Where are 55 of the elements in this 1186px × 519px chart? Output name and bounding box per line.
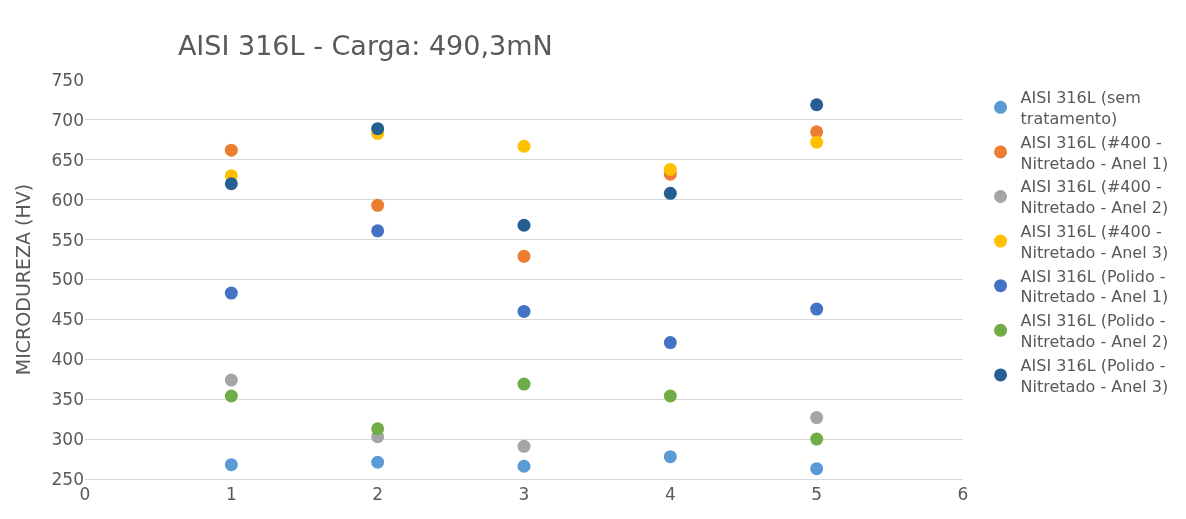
legend-label: AISI 316L (sem tratamento) [1020, 88, 1141, 128]
legend-label: AISI 316L (#400 - Nitretado - Anel 1) [1020, 132, 1169, 173]
y-tick-label: 300 [51, 429, 84, 450]
y-axis-title: MICRODUREZA (HV) [12, 183, 35, 376]
point [517, 249, 531, 263]
point [517, 377, 531, 391]
point [810, 302, 824, 316]
y-tick-label: 400 [51, 349, 84, 370]
x-tick-label: 4 [664, 484, 676, 505]
point [517, 459, 531, 473]
point [517, 218, 531, 232]
x-tick-label: 0 [79, 484, 91, 505]
point [810, 432, 824, 446]
point [517, 439, 531, 453]
x-tick-label: 1 [225, 484, 237, 505]
y-tick-label: 450 [51, 309, 84, 330]
point [663, 336, 677, 350]
point [810, 411, 824, 425]
point [224, 389, 238, 403]
y-tick-label: 550 [51, 229, 84, 250]
point [371, 122, 385, 136]
y-tick-label: 600 [51, 189, 84, 210]
legend-label: AISI 316L (Polido - Nitretado - Anel 1) [1020, 266, 1169, 307]
x-tick-label: 5 [811, 484, 823, 505]
point [810, 135, 824, 149]
point [224, 177, 238, 191]
legend-label: AISI 316L (Polido - Nitretado - Anel 2) [1020, 311, 1169, 351]
legend-label: AISI 316L (#400 - Nitretado - Anel 3) [1020, 221, 1169, 262]
point [224, 458, 238, 472]
x-tick-label: 3 [518, 484, 530, 505]
point [810, 98, 824, 112]
point [663, 450, 677, 464]
y-tick-label: 500 [51, 269, 84, 290]
point [517, 139, 531, 153]
legend-label: AISI 316L (#400 - Nitretado - Anel 2) [1020, 177, 1169, 218]
point [371, 224, 385, 238]
point [663, 162, 677, 176]
chart-title: AISI 316L - Carga: 490,3mN [177, 30, 553, 62]
x-tick-label: 6 [957, 484, 969, 505]
y-tick-label: 650 [51, 149, 84, 170]
point [517, 304, 531, 318]
point [810, 462, 824, 476]
y-tick-label: 750 [51, 69, 84, 90]
point [224, 373, 238, 387]
y-tick-label: 350 [51, 389, 84, 410]
point [224, 143, 238, 157]
point [371, 422, 385, 436]
point [224, 286, 238, 300]
x-tick-label: 2 [372, 484, 384, 505]
legend-label: AISI 316L (Polido - Nitretado - Anel 3) [1020, 355, 1169, 396]
point [371, 455, 385, 469]
point [371, 198, 385, 212]
point [663, 186, 677, 200]
y-tick-label: 700 [51, 109, 84, 130]
point [663, 389, 677, 403]
